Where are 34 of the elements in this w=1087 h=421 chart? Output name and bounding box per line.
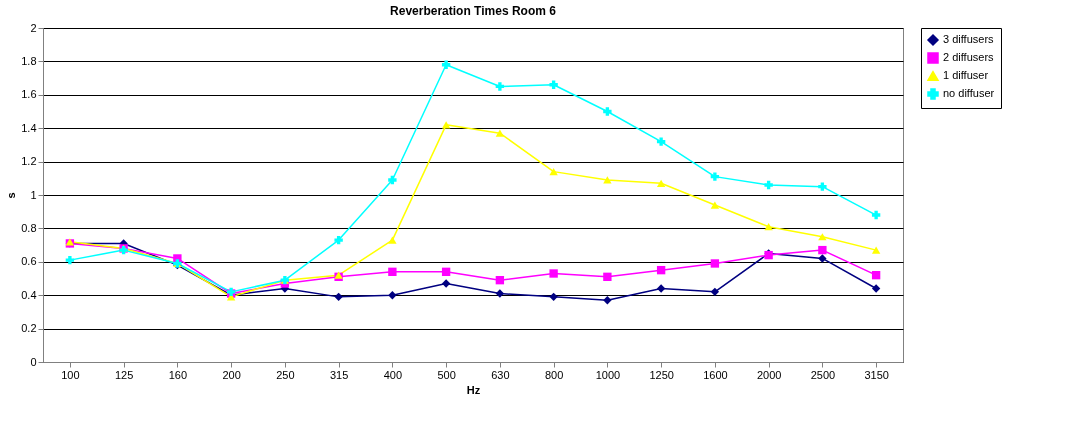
x-tick-label: 315 (329, 368, 349, 381)
x-tick-label: 2500 (810, 368, 836, 381)
x-tick-label: 800 (544, 368, 564, 381)
x-tick-label: 200 (222, 368, 241, 381)
x-tick-label: 500 (437, 368, 456, 381)
y-tick-label: 0.2 (21, 322, 37, 335)
x-tick-label: 160 (168, 368, 188, 381)
x-tick-label: 100 (61, 368, 80, 381)
y-tick-label: 0 (30, 355, 37, 368)
x-tick-label: 250 (276, 368, 295, 381)
x-tick-label: 125 (114, 368, 134, 381)
y-tick-label: 0.4 (21, 288, 37, 301)
x-tick-label: 630 (491, 368, 510, 381)
x-tick-label: 3150 (864, 368, 889, 381)
legend-label: no diffuser (943, 87, 995, 99)
y-tick-label: 0.6 (21, 255, 37, 268)
y-tick-label: 1.6 (21, 88, 37, 101)
x-tick-label: 1000 (595, 368, 621, 381)
x-axis-title: Hz (466, 383, 481, 396)
y-tick-label: 1.8 (21, 54, 37, 67)
x-tick-label: 1250 (649, 368, 674, 381)
x-tick-label: 2000 (756, 368, 782, 381)
y-tick-label: 1.4 (21, 121, 37, 134)
chart-title: Reverberation Times Room 6 (390, 4, 557, 18)
y-tick-label: 0.8 (21, 221, 37, 234)
y-axis-title: s (5, 192, 18, 199)
legend-label: 3 diffusers (943, 33, 995, 45)
x-tick-label: 1600 (703, 368, 728, 381)
x-tick-label: 400 (383, 368, 403, 381)
y-tick-label: 1 (30, 188, 37, 201)
y-tick-label: 2 (30, 21, 37, 34)
legend-label: 1 diffuser (943, 69, 989, 81)
legend-label: 2 diffusers (943, 51, 995, 63)
y-tick-label: 1.2 (21, 155, 37, 168)
